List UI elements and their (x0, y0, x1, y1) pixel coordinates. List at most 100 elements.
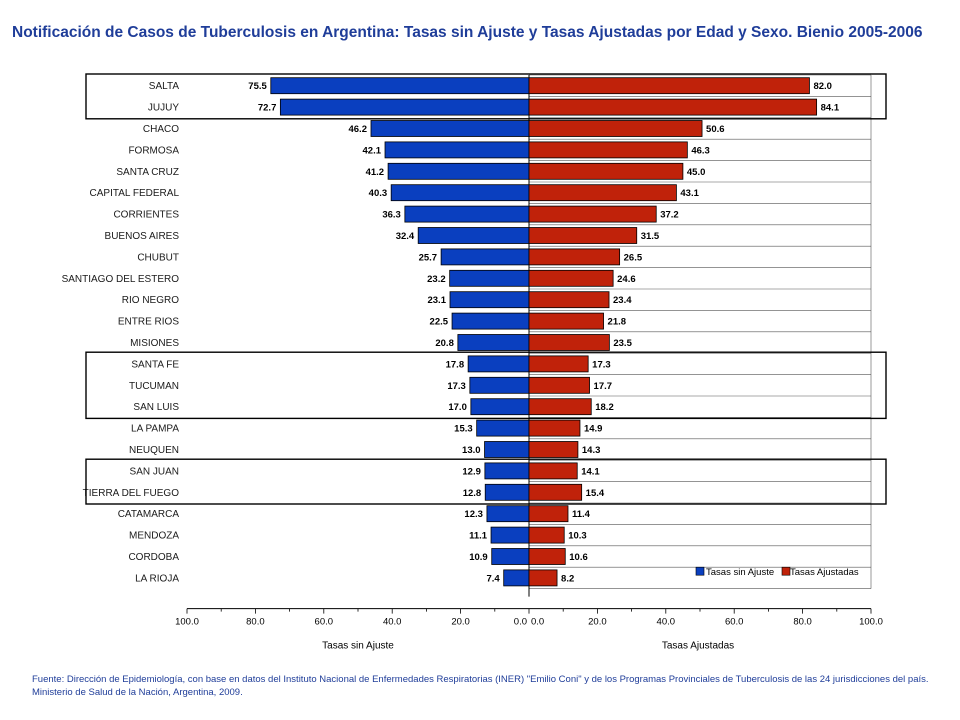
category-label: LA PAMPA (131, 424, 179, 435)
data-labels: 75.5 82.0 72.7 84.1 46.2 50.6 42.1 46.3 41.2 45.0… (248, 81, 840, 584)
bar-left (279, 98, 530, 116)
data-label-left: 32.4 (396, 231, 415, 242)
category-label: RIO NEGRO (122, 295, 179, 306)
data-label-right: 46.3 (691, 145, 710, 156)
data-label-right: 18.2 (595, 402, 614, 413)
data-label-left: 72.7 (258, 103, 277, 114)
data-label-left: 22.5 (430, 317, 449, 328)
category-label: LA RIOJA (135, 573, 179, 584)
category-label: CHACO (143, 124, 179, 135)
data-label-right: 43.1 (680, 188, 699, 199)
data-label-left: 23.2 (427, 274, 446, 285)
data-label-left: 12.8 (463, 488, 482, 499)
data-label-right: 17.3 (592, 359, 611, 370)
data-label-right: 14.3 (582, 445, 601, 456)
category-label: TIERRA DEL FUEGO (83, 488, 180, 499)
category-label: SAN JUAN (130, 466, 179, 477)
bar-right (528, 269, 614, 287)
data-label-right: 82.0 (813, 81, 832, 92)
bar-left (486, 505, 530, 523)
bar-left (490, 526, 530, 544)
data-label-right: 14.9 (584, 424, 603, 435)
bar-right (528, 141, 688, 159)
data-label-left: 46.2 (348, 124, 367, 135)
bar-right (528, 77, 810, 95)
category-label: SANTA FE (131, 359, 179, 370)
bar-right (528, 312, 604, 330)
data-label-right: 26.5 (624, 252, 643, 263)
category-label: SANTA CRUZ (116, 167, 179, 178)
highlight-box (85, 458, 887, 505)
data-label-left: 42.1 (363, 145, 382, 156)
bar-left (476, 419, 530, 437)
data-label-left: 15.3 (454, 424, 473, 435)
bars-tasas-ajustadas (528, 77, 818, 587)
category-label: CORDOBA (128, 552, 179, 563)
bar-left (417, 227, 530, 244)
x-tick-label-left: 0.0 (514, 617, 527, 628)
legend-label-left: Tasas sin Ajuste (706, 567, 774, 578)
bar-right (528, 548, 566, 565)
data-label-left: 40.3 (369, 188, 388, 199)
bar-right (528, 205, 657, 223)
data-label-right: 10.3 (568, 531, 587, 542)
bar-right (528, 398, 592, 416)
x-tick-label-left: 40.0 (383, 617, 402, 628)
category-label: CHUBUT (137, 252, 179, 263)
x-tick-label-right: 40.0 (657, 617, 676, 628)
data-label-right: 37.2 (660, 210, 679, 221)
data-label-right: 84.1 (821, 103, 840, 114)
data-label-right: 10.6 (569, 552, 588, 563)
bar-right (528, 419, 581, 437)
data-label-left: 12.9 (462, 466, 481, 477)
bar-left (390, 184, 530, 202)
category-label: ENTRE RIOS (118, 317, 179, 328)
legend-label-right: Tasas Ajustadas (790, 567, 859, 578)
bar-left (503, 569, 530, 587)
chart-title: Notificación de Casos de Tuberculosis en… (12, 24, 923, 41)
x-tick-label-left: 20.0 (451, 617, 470, 628)
data-label-right: 45.0 (687, 167, 706, 178)
data-label-left: 12.3 (464, 509, 483, 520)
bar-right (528, 227, 638, 244)
bar-right (528, 462, 578, 480)
bar-left (451, 312, 530, 330)
highlight-box (85, 351, 887, 420)
category-label: SANTIAGO DEL ESTERO (62, 274, 180, 285)
x-tick-label-right: 80.0 (793, 617, 812, 628)
bar-right (528, 569, 558, 587)
bar-right (528, 355, 589, 373)
data-label-left: 10.9 (469, 552, 488, 563)
data-label-left: 17.0 (448, 402, 467, 413)
category-label: MISIONES (130, 338, 179, 349)
category-label: BUENOS AIRES (105, 231, 180, 242)
bar-right (528, 184, 677, 202)
legend-swatch-right (781, 566, 791, 576)
x-tick-label-right: 100.0 (859, 617, 883, 628)
data-label-right: 23.5 (613, 338, 632, 349)
data-label-right: 21.8 (608, 317, 627, 328)
data-label-right: 14.1 (581, 466, 600, 477)
bar-right (528, 291, 610, 309)
data-label-left: 17.3 (447, 381, 466, 392)
data-label-left: 75.5 (248, 81, 267, 92)
x-tick-label-left: 60.0 (315, 617, 334, 628)
x-axis-label-left: Tasas sin Ajuste (322, 641, 394, 652)
bars-tasas-sin-ajuste (270, 77, 530, 587)
x-tick-label-left: 80.0 (246, 617, 265, 628)
bar-right (528, 120, 703, 137)
bar-left (469, 376, 530, 394)
data-label-left: 7.4 (486, 573, 500, 584)
bar-left (484, 441, 530, 458)
data-label-left: 41.2 (366, 167, 385, 178)
bar-left (467, 355, 530, 373)
category-label: CAPITAL FEDERAL (90, 188, 180, 199)
x-tick-label-right: 20.0 (588, 617, 607, 628)
category-label: CORRIENTES (113, 210, 179, 221)
category-label: SAN LUIS (133, 402, 179, 413)
data-label-right: 23.4 (613, 295, 632, 306)
data-label-left: 25.7 (419, 252, 438, 263)
data-label-right: 17.7 (594, 381, 613, 392)
data-label-left: 13.0 (462, 445, 481, 456)
category-label: MENDOZA (129, 531, 179, 542)
